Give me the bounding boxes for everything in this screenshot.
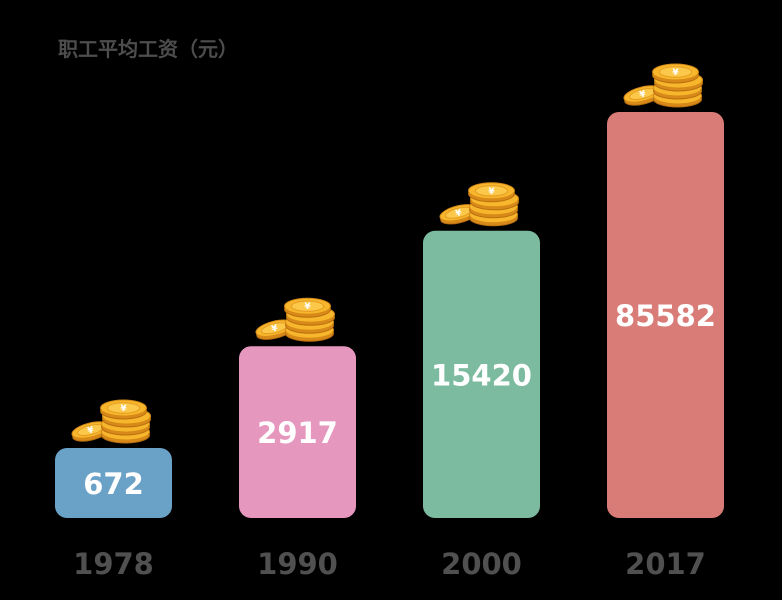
svg-text:¥: ¥ bbox=[672, 68, 679, 78]
bar-1978 bbox=[55, 448, 172, 518]
year-label: 2000 bbox=[441, 547, 522, 581]
coin-stack-icon: ¥¥ bbox=[255, 297, 335, 342]
bar-value-label: 85582 bbox=[615, 299, 716, 333]
coin-stack-icon: ¥¥ bbox=[439, 182, 519, 227]
svg-text:¥: ¥ bbox=[120, 404, 127, 414]
year-label: 2017 bbox=[625, 547, 706, 581]
bars-layer bbox=[55, 112, 724, 518]
svg-text:¥: ¥ bbox=[270, 323, 279, 334]
chart-title: 职工平均工资（元） bbox=[58, 37, 238, 61]
bar-value-label: 2917 bbox=[257, 416, 338, 450]
svg-text:¥: ¥ bbox=[86, 425, 95, 436]
bar-value-label: 672 bbox=[83, 467, 144, 501]
coin-stack-icon: ¥¥ bbox=[623, 63, 703, 108]
year-label: 1978 bbox=[73, 547, 154, 581]
svg-text:¥: ¥ bbox=[454, 208, 463, 219]
year-label: 1990 bbox=[257, 547, 338, 581]
bar-1990 bbox=[239, 346, 356, 518]
bar-2017 bbox=[607, 112, 724, 518]
svg-text:¥: ¥ bbox=[638, 89, 647, 100]
svg-text:¥: ¥ bbox=[488, 187, 495, 197]
labels-layer: 672 1978 2917 1990 15420 2000 85582 2017 bbox=[73, 299, 716, 581]
svg-text:¥: ¥ bbox=[304, 302, 311, 312]
coin-stack-icon: ¥¥ bbox=[71, 399, 151, 444]
coins-layer: ¥¥¥¥¥¥¥¥ bbox=[71, 63, 703, 444]
bar-value-label: 15420 bbox=[431, 358, 532, 392]
bar-2000 bbox=[423, 230, 540, 518]
